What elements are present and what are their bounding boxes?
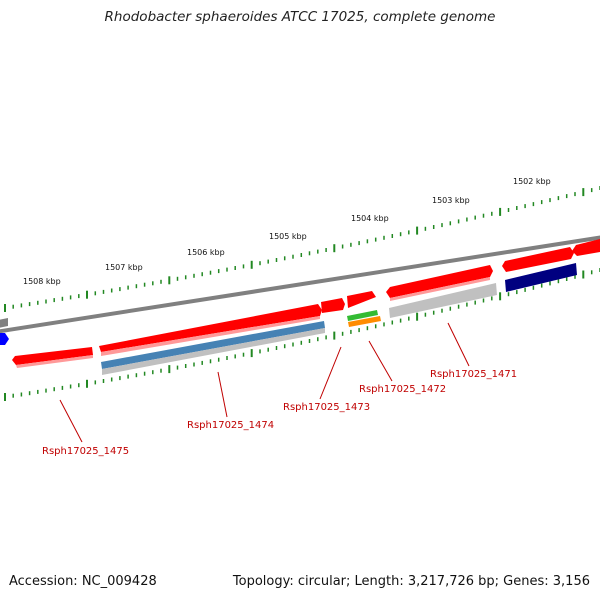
accession-text: Accession: NC_009428 (9, 574, 157, 589)
leader-1472 (368, 340, 393, 382)
gene-label-1472: Rsph17025_1472 (359, 384, 446, 395)
gene-1471-shadow (390, 277, 490, 301)
scale-label-1502: 1502 kbp (513, 177, 551, 186)
gene-1469-arrow (572, 239, 600, 256)
gene-1471-arrow (386, 265, 493, 298)
inner-scale (4, 268, 600, 401)
gene-1472-arrow (347, 291, 376, 308)
gene-label-1473: Rsph17025_1473 (283, 402, 370, 413)
scale-label-1507: 1507 kbp (105, 263, 143, 272)
scale-label-1503: 1503 kbp (432, 196, 470, 205)
scale-labels: 1502 kbp 1503 kbp 1504 kbp 1505 kbp 1506… (23, 177, 551, 286)
leader-1473 (319, 346, 342, 400)
gene-1474-blue-feature (101, 321, 325, 369)
gene-1474-shadow (101, 316, 320, 356)
scale-label-1505: 1505 kbp (269, 232, 307, 241)
gene-1474-arrow (99, 304, 322, 352)
features (0, 239, 600, 375)
leader-1474 (217, 371, 228, 418)
gene-1472-orange-feature (348, 316, 381, 327)
gene-1471-gray-feature (389, 283, 497, 318)
gene-1475-shadow (16, 355, 93, 368)
leader-1475 (59, 399, 83, 443)
gene-1474-gray-feature (102, 328, 325, 375)
gene-label-1475: Rsph17025_1475 (42, 446, 129, 457)
map-title: Rhodobacter sphaeroides ATCC 17025, comp… (104, 9, 496, 25)
leader-1471 (447, 322, 470, 367)
backbone-left-stub (0, 318, 8, 328)
outer-scale (4, 186, 600, 312)
gene-1470-navy-feature (505, 263, 577, 292)
genome-backbone (0, 235, 600, 334)
gene-1470-arrow (502, 247, 574, 272)
gene-1472-green-feature (347, 310, 378, 321)
scale-label-1508: 1508 kbp (23, 277, 61, 286)
gene-1473-arrow (321, 298, 345, 313)
label-leaders (59, 322, 470, 443)
topology-text: Topology: circular; Length: 3,217,726 bp… (232, 574, 590, 589)
gene-labels: Rsph17025_1471 Rsph17025_1472 Rsph17025_… (42, 369, 517, 457)
feature-blue-left (0, 333, 9, 345)
gene-label-1471: Rsph17025_1471 (430, 369, 517, 380)
gene-1475-arrow (12, 347, 93, 365)
scale-label-1504: 1504 kbp (351, 214, 389, 223)
scale-label-1506: 1506 kbp (187, 248, 225, 257)
gene-label-1474: Rsph17025_1474 (187, 420, 274, 431)
